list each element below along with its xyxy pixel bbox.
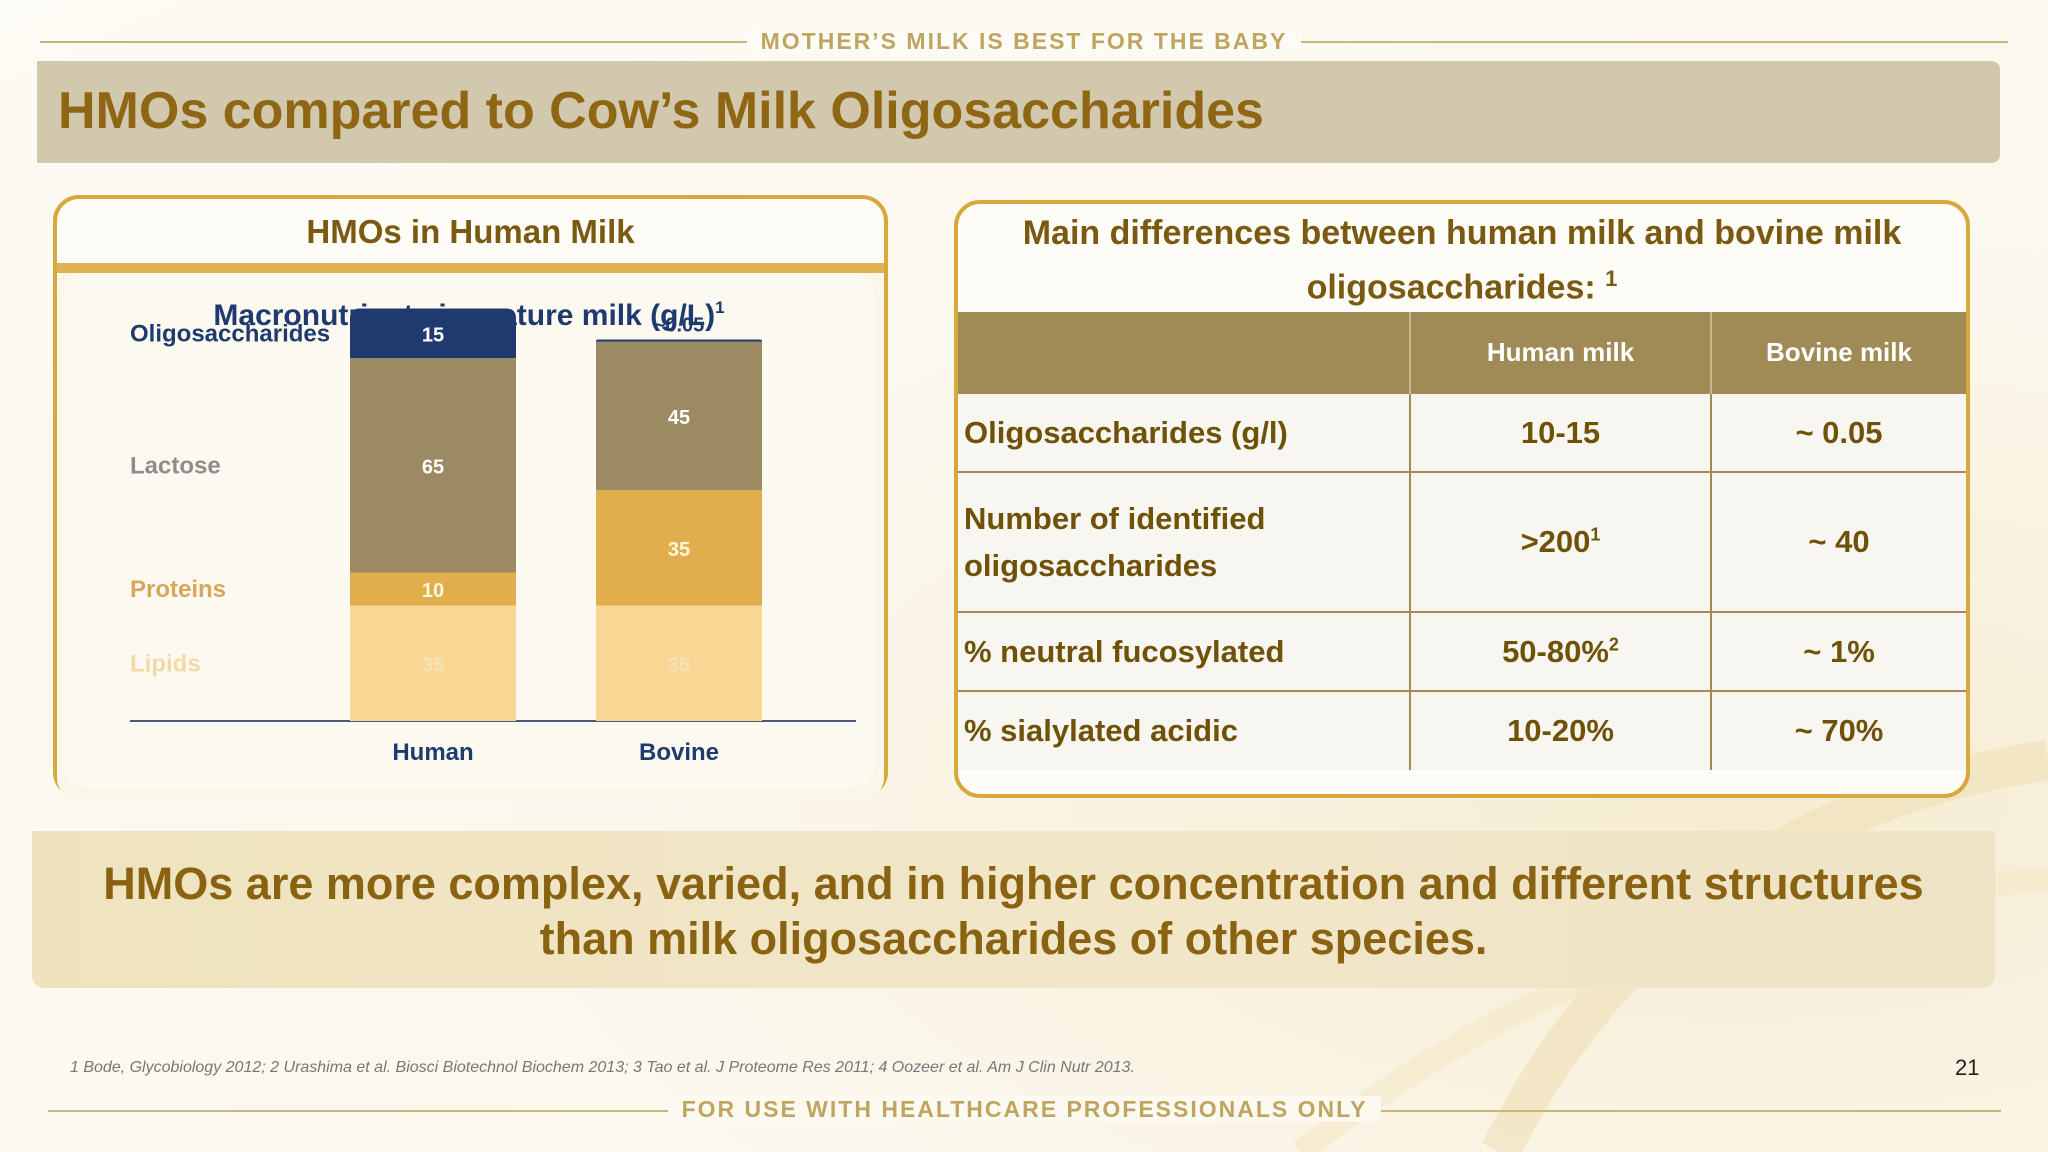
banner-line2: than milk oligosaccharides of other spec… [539, 913, 1488, 964]
banner-line1: HMOs are more complex, varied, and in hi… [103, 858, 1924, 909]
left-panel-title: HMOs in Human Milk [306, 213, 635, 250]
comparison-table: Human milk Bovine milk Oligosaccharides … [958, 312, 1966, 770]
differences-panel: Main differences between human milk and … [954, 200, 1970, 798]
bar-bovine-proteins [596, 490, 762, 606]
human-value: 10-20% [1410, 690, 1712, 770]
series-label-lactose: Lactose [130, 452, 221, 479]
table-row: Number of identified oligosaccharides >20… [958, 471, 1966, 612]
human-milk-panel: HMOs in Human Milk Macronutrients in mat… [53, 195, 888, 800]
human-value: >2001 [1410, 471, 1712, 612]
bar-human-oligosaccharides [350, 308, 516, 358]
bar-bovine-oligosaccharides [596, 339, 762, 342]
table-header-row: Human milk Bovine milk [958, 312, 1966, 393]
conclusion-banner: HMOs are more complex, varied, and in hi… [32, 831, 1995, 988]
right-panel-title: Main differences between human milk and … [958, 210, 1966, 310]
human-value: 50-80%2 [1410, 611, 1712, 691]
table-row: % sialylated acidic 10-20% ~ 70% [958, 690, 1966, 770]
value-label-bovine-oligosaccharides: ~0.05 [654, 315, 705, 337]
chart-frame: Macronutrients in mature milk (g/L)1 351… [57, 263, 884, 800]
category-label-human: Human [392, 739, 473, 766]
right-title-sup: 1 [1605, 266, 1618, 291]
bar-human-proteins [350, 572, 516, 606]
row-label: % sialylated acidic [958, 690, 1411, 770]
macronutrient-chart: Macronutrients in mature milk (g/L)1 351… [130, 298, 856, 766]
right-title-line2: oligosaccharides: [1306, 268, 1596, 307]
bar-human-lactose [350, 358, 516, 573]
bottom-disclaimer: FOR USE WITH HEALTHCARE PROFESSIONALS ON… [48, 1096, 2001, 1124]
disclaimer-text: FOR USE WITH HEALTHCARE PROFESSIONALS ON… [667, 1096, 1382, 1122]
bar-human-lipids [350, 605, 516, 721]
bovine-value: ~ 0.05 [1711, 392, 1966, 472]
row-label: Number of identified oligosaccharides [958, 471, 1411, 612]
series-label-oligosaccharides: Oligosaccharides [130, 320, 330, 347]
value-label-bovine-lactose: 45 [668, 407, 690, 429]
bovine-value: ~ 1% [1711, 611, 1966, 691]
category-label-bovine: Bovine [639, 739, 719, 766]
top-tagline: MOTHER’S MILK IS BEST FOR THE BABY [40, 28, 2008, 54]
column-header-bovine: Bovine milk [1711, 312, 1966, 393]
row-label: % neutral fucosylated [958, 611, 1411, 691]
value-label-human-proteins: 10 [422, 580, 444, 602]
value-label-bovine-lipids: 35 [668, 654, 690, 676]
value-label-human-lipids: 35 [422, 654, 444, 676]
title-bar: HMOs compared to Cow’s Milk Oligosacchar… [37, 61, 2000, 163]
page-number: 21 [1955, 1055, 1980, 1080]
series-label-proteins: Proteins [130, 576, 226, 603]
human-value: 10-15 [1410, 392, 1712, 472]
bar-bovine-lactose [596, 341, 762, 490]
footnote-sup: 2 [1608, 634, 1619, 655]
bovine-value: ~ 70% [1711, 690, 1966, 770]
chart-title-sup: 1 [715, 298, 724, 317]
bovine-value: ~ 40 [1711, 471, 1966, 612]
chart-card: Macronutrients in mature milk (g/L)1 351… [63, 273, 874, 788]
table-row: % neutral fucosylated 50-80%2 ~ 1% [958, 611, 1966, 691]
column-header-blank [958, 312, 1411, 393]
footnote-sup: 1 [1590, 524, 1601, 545]
row-label: Oligosaccharides (g/l) [958, 392, 1411, 472]
value-label-bovine-proteins: 35 [668, 539, 690, 561]
bar-bovine-lipids [596, 605, 762, 721]
value-label-human-oligosaccharides: 15 [422, 324, 444, 346]
tagline-text: MOTHER’S MILK IS BEST FOR THE BABY [746, 28, 1302, 54]
series-label-lipids: Lipids [130, 650, 201, 677]
page-title: HMOs compared to Cow’s Milk Oligosacchar… [58, 82, 1264, 140]
table-row: Oligosaccharides (g/l) 10-15 ~ 0.05 [958, 392, 1966, 472]
value-label-human-lactose: 65 [422, 456, 444, 478]
column-header-human: Human milk [1410, 312, 1712, 393]
references: 1 Bode, Glycobiology 2012; 2 Urashima et… [70, 1059, 1135, 1076]
right-title-line1: Main differences between human milk and … [1022, 214, 1902, 252]
